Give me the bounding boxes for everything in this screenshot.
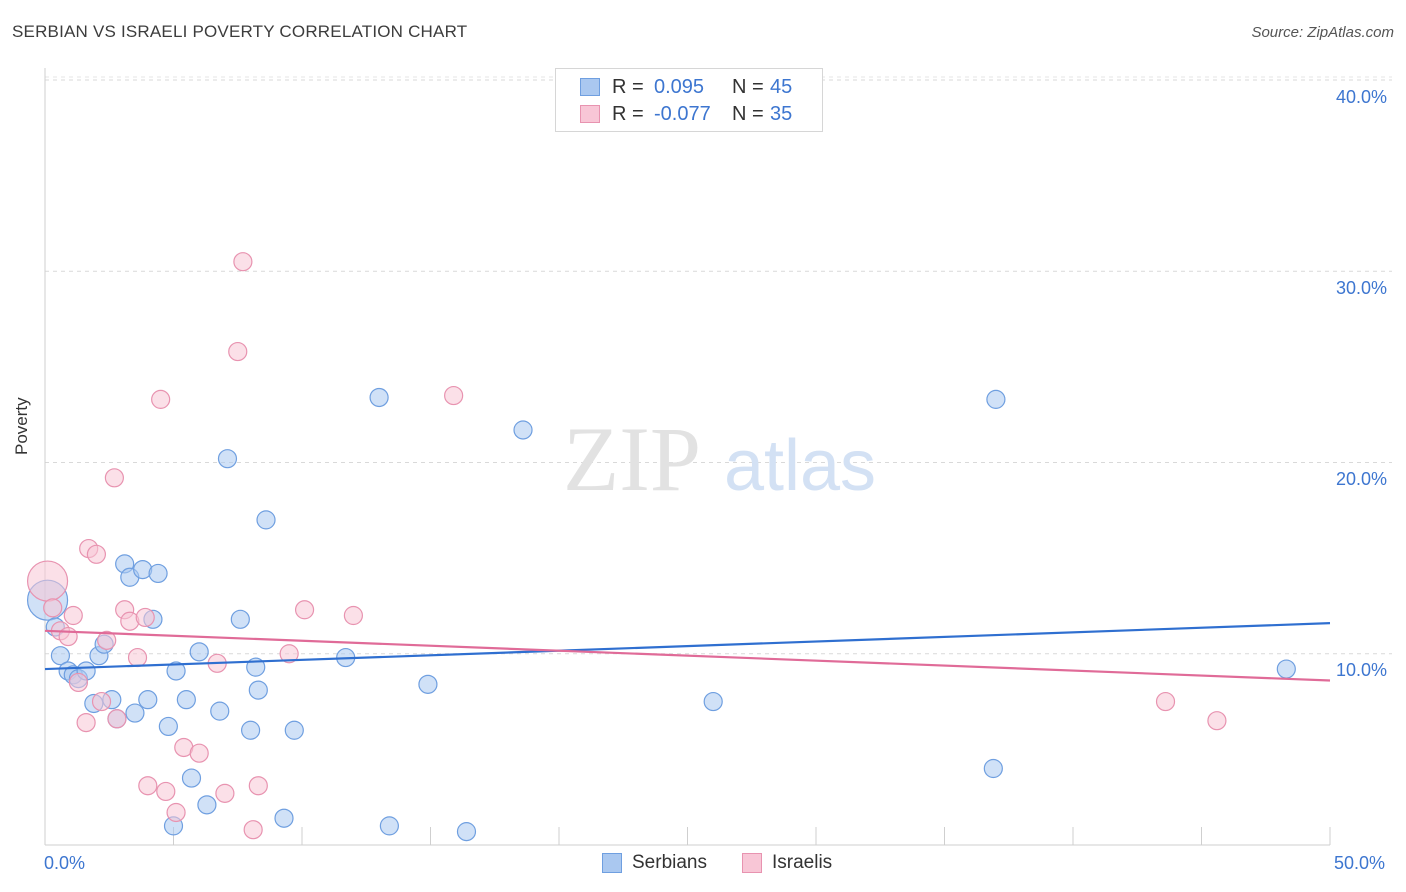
point-serbians xyxy=(50,646,71,666)
point-israelis xyxy=(97,630,117,650)
point-serbians xyxy=(241,720,261,740)
point-serbians xyxy=(274,808,294,828)
point-serbians xyxy=(181,768,202,788)
legend-row-israelis: R = -0.077 N = 35 xyxy=(580,101,792,127)
n-label: N = xyxy=(732,102,764,125)
axes xyxy=(44,68,1331,846)
point-israelis xyxy=(215,783,235,803)
point-israelis xyxy=(243,820,263,840)
data-points xyxy=(26,252,1296,842)
point-israelis xyxy=(166,802,186,823)
point-israelis xyxy=(91,691,112,712)
point-israelis xyxy=(107,709,127,729)
n-value: 45 xyxy=(770,75,793,98)
legend-swatch-israelis xyxy=(742,853,762,873)
point-serbians xyxy=(256,510,276,530)
legend-item-serbians[interactable]: Serbians xyxy=(602,852,707,874)
y-axis-label: Poverty xyxy=(12,397,31,455)
point-israelis xyxy=(1155,691,1176,712)
point-serbians xyxy=(217,449,238,469)
grid-lines xyxy=(45,76,1392,655)
point-serbians xyxy=(248,680,268,700)
legend-item-israelis[interactable]: Israelis xyxy=(742,852,832,874)
point-israelis xyxy=(444,385,464,406)
trend-lines xyxy=(44,622,1331,682)
point-israelis xyxy=(138,776,158,796)
point-serbians xyxy=(379,816,399,836)
point-serbians xyxy=(369,387,389,408)
point-serbians xyxy=(513,420,533,440)
point-serbians xyxy=(230,609,250,629)
y-tick-label: 30.0% xyxy=(1336,278,1388,298)
point-israelis xyxy=(43,598,63,618)
trend-line-israelis xyxy=(44,629,1331,682)
point-serbians xyxy=(456,822,477,842)
point-israelis xyxy=(294,600,315,620)
legend-label: Israelis xyxy=(772,852,833,873)
point-israelis xyxy=(1207,711,1227,731)
r-value: -0.077 xyxy=(654,102,711,125)
point-israelis xyxy=(279,644,299,664)
n-label: N = xyxy=(732,75,764,98)
series-legend: Serbians Israelis xyxy=(0,852,1406,878)
point-serbians xyxy=(284,720,304,740)
r-label: R = xyxy=(612,102,644,125)
point-israelis xyxy=(233,252,253,272)
point-serbians xyxy=(125,703,145,723)
point-serbians xyxy=(418,674,438,694)
point-serbians xyxy=(158,716,178,737)
point-serbians xyxy=(210,701,230,721)
n-value: 35 xyxy=(770,102,793,125)
x-max-label: 50.0% xyxy=(1334,853,1386,873)
x-min-label: 0.0% xyxy=(44,853,86,873)
watermark: ZIP atlas xyxy=(563,408,876,510)
point-israelis xyxy=(76,712,96,733)
watermark-zip: ZIP xyxy=(563,408,701,510)
legend-swatch-serbians xyxy=(602,853,622,873)
r-label: R = xyxy=(612,75,644,98)
point-israelis xyxy=(68,672,89,693)
y-tick-label: 40.0% xyxy=(1336,87,1388,107)
point-serbians xyxy=(1276,659,1296,679)
point-serbians xyxy=(197,795,217,815)
point-israelis xyxy=(104,468,124,488)
point-israelis xyxy=(156,781,176,802)
point-serbians xyxy=(986,389,1006,409)
point-israelis xyxy=(135,607,155,628)
point-serbians xyxy=(176,690,196,710)
stats-legend: R = 0.095 N = 45 R = -0.077 N = 35 xyxy=(555,68,823,132)
chart-title: SERBIAN VS ISRAELI POVERTY CORRELATION C… xyxy=(12,22,468,41)
point-israelis xyxy=(127,647,148,668)
y-tick-label: 10.0% xyxy=(1336,660,1388,680)
point-serbians xyxy=(983,758,1003,779)
legend-label: Serbians xyxy=(632,852,707,873)
legend-swatch-israelis xyxy=(580,105,600,123)
y-tick-label: 20.0% xyxy=(1336,469,1388,489)
watermark-atlas: atlas xyxy=(724,426,876,506)
point-israelis xyxy=(189,743,209,763)
point-israelis xyxy=(58,626,78,647)
point-israelis xyxy=(228,341,248,362)
point-israelis xyxy=(86,544,107,564)
source-label: Source: ZipAtlas.com xyxy=(1251,24,1394,41)
point-israelis xyxy=(343,605,363,626)
trend-line-serbians xyxy=(44,622,1331,671)
r-value: 0.095 xyxy=(654,75,705,98)
legend-row-serbians: R = 0.095 N = 45 xyxy=(580,74,792,100)
point-serbians xyxy=(166,661,186,681)
point-israelis xyxy=(26,560,69,602)
point-israelis xyxy=(63,605,83,626)
point-israelis xyxy=(248,776,268,796)
point-serbians xyxy=(189,642,209,662)
point-serbians xyxy=(148,563,168,584)
point-israelis xyxy=(151,389,171,409)
point-serbians xyxy=(703,691,723,712)
legend-swatch-serbians xyxy=(580,78,600,96)
point-serbians xyxy=(138,690,158,710)
